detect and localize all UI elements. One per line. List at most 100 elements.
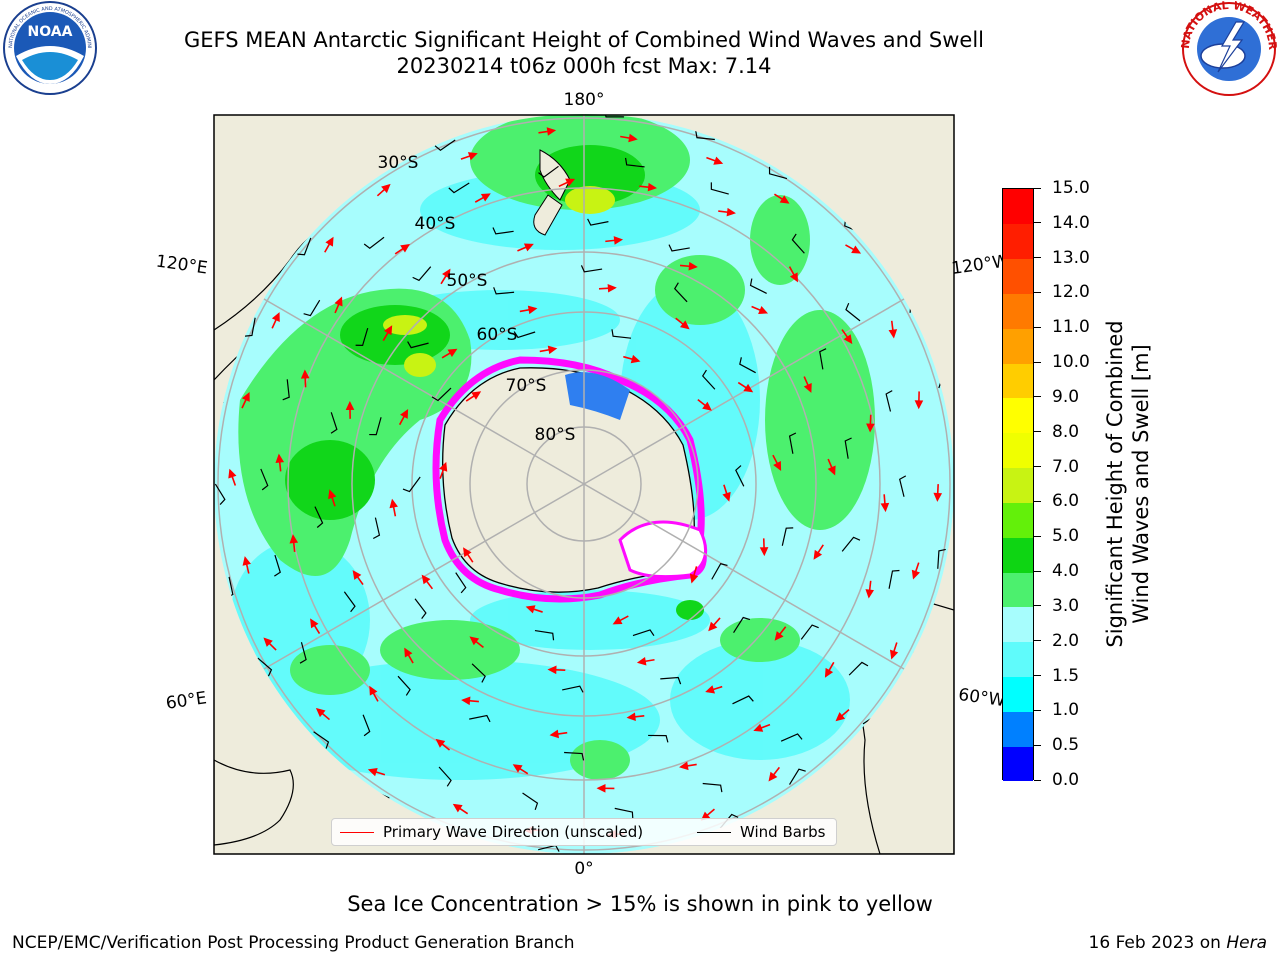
chart-title: GEFS MEAN Antarctic Significant Height o… [183, 28, 985, 52]
credit-date: 16 Feb 2023 on Hera [1089, 932, 1267, 954]
colorbar-segment [1003, 397, 1033, 434]
wind-barb [412, 266, 432, 282]
colorbar-segment [1003, 572, 1033, 608]
wind-barb [848, 661, 869, 676]
wave-direction-arrowhead [389, 498, 398, 509]
colorbar-tick-label: 1.5 [1052, 665, 1080, 686]
wind-barb [397, 675, 411, 696]
colorbar-tick-label: 11.0 [1052, 317, 1090, 338]
colorbar-label: Significant Height of Combined Wind Wave… [1102, 320, 1154, 647]
wind-barb [244, 317, 256, 337]
wave-direction-arrowhead [914, 400, 924, 410]
colorbar-tick-label: 2.0 [1052, 630, 1080, 651]
wind-barb [214, 483, 226, 505]
noaa-logo-text: NOAA [28, 24, 73, 40]
wave-direction-arrowhead [546, 127, 557, 136]
wind-barb [362, 714, 371, 737]
wave-direction-arrowhead [726, 207, 736, 217]
wave-direction-arrowhead [865, 589, 875, 599]
wave-direction-arrowhead [345, 400, 355, 410]
wind-barb [768, 166, 788, 180]
wind-barb [749, 278, 767, 294]
wave-direction-arrowhead [442, 268, 451, 279]
wind-barb [958, 468, 970, 485]
lat-label-70s: 70°S [506, 376, 547, 396]
chart-subtitle: 20230214 t06z 000h fcst Max: 7.14 [396, 54, 772, 78]
wind-barb [469, 714, 491, 723]
wind-barb [781, 527, 794, 546]
colorbar-tick [1034, 187, 1041, 189]
colorbar-tick-label: 3.0 [1052, 595, 1080, 616]
wind-barb [303, 299, 321, 317]
wind-barb [282, 379, 290, 401]
wave-direction-arrowhead [547, 345, 558, 355]
wind-barb [711, 563, 728, 580]
lon-label-60w: 60°W [957, 685, 1006, 711]
wave-direction-arrowhead [779, 195, 790, 204]
wind-barb [611, 329, 632, 339]
wind-barb [538, 165, 559, 178]
wave-direction-arrowhead [328, 489, 337, 500]
wave-direction-arrowhead [461, 696, 471, 706]
wind-barb [448, 182, 470, 194]
lat-label-30s: 30°S [378, 153, 419, 173]
wind-barb [819, 348, 827, 370]
wind-barb [407, 341, 429, 349]
wind-barb [888, 569, 900, 589]
colorbar-segment [1003, 258, 1033, 294]
wave-direction-arrowhead [523, 243, 534, 252]
wave-direction-arrowhead [547, 665, 557, 675]
africa-landmass [214, 759, 294, 846]
lat-label-80s: 80°S [535, 425, 576, 445]
colorbar-tick-label: 14.0 [1052, 212, 1090, 233]
wave-direction-arrowhead [400, 408, 409, 419]
wind-barb [434, 139, 456, 152]
wave-direction-arrowhead [334, 296, 343, 307]
wave-direction-arrowhead [705, 685, 716, 694]
wind-barb [791, 233, 805, 254]
wind-barb [355, 327, 369, 346]
wave-direction-arrowhead [843, 334, 853, 345]
wind-barb [780, 733, 803, 742]
wind-barb [314, 506, 324, 528]
colorbar-segment [1003, 223, 1033, 260]
wind-barb [580, 265, 603, 273]
wind-barb [414, 598, 427, 619]
wave-direction-arrowhead [753, 723, 764, 732]
colorbar-tick-label: 0.0 [1052, 770, 1080, 790]
colorbar-segment [1003, 676, 1033, 712]
lat-label-40s: 40°S [415, 214, 456, 234]
wave-direction-arrowhead [827, 465, 836, 476]
colorbar-tick-label: 5.0 [1052, 526, 1080, 547]
wind-barb [733, 616, 751, 634]
graticule [217, 114, 951, 854]
colorbar-label-line2: Wind Waves and Swell [m] [1129, 344, 1153, 624]
colorbar-tick [1034, 709, 1041, 711]
wind-barb [299, 642, 307, 664]
wind-barbs-legend-swatch [697, 832, 731, 833]
wave-direction-arrowhead [636, 656, 647, 666]
wave-direction-arrowhead [383, 325, 393, 336]
wind-barb [735, 465, 745, 487]
wave-direction-arrowhead [527, 305, 538, 315]
colorbar-segment [1003, 746, 1033, 782]
wave-direction-arrowhead [381, 183, 391, 194]
colorbar-label-line1: Significant Height of Combined [1103, 320, 1127, 648]
wind-barb [701, 369, 716, 390]
lon-label-180: 180° [564, 90, 605, 110]
wind-barb [257, 657, 273, 677]
colorbar-segment [1003, 537, 1033, 573]
wave-direction-arrowhead [758, 306, 769, 314]
wind-barb [562, 685, 584, 693]
wind-barb [455, 572, 467, 594]
wave-direction-arrowhead [549, 729, 560, 739]
colorbar-tick [1034, 326, 1041, 328]
wave-direction-arrowhead [400, 243, 410, 253]
colorbar-tick-label: 8.0 [1052, 421, 1080, 442]
colorbar-tick [1034, 291, 1041, 293]
wave-direction-arrowhead [467, 152, 478, 161]
wind-barb [587, 218, 609, 226]
colorbar-tick [1034, 640, 1041, 642]
wind-barb [260, 468, 269, 491]
wind-barb [402, 476, 421, 493]
